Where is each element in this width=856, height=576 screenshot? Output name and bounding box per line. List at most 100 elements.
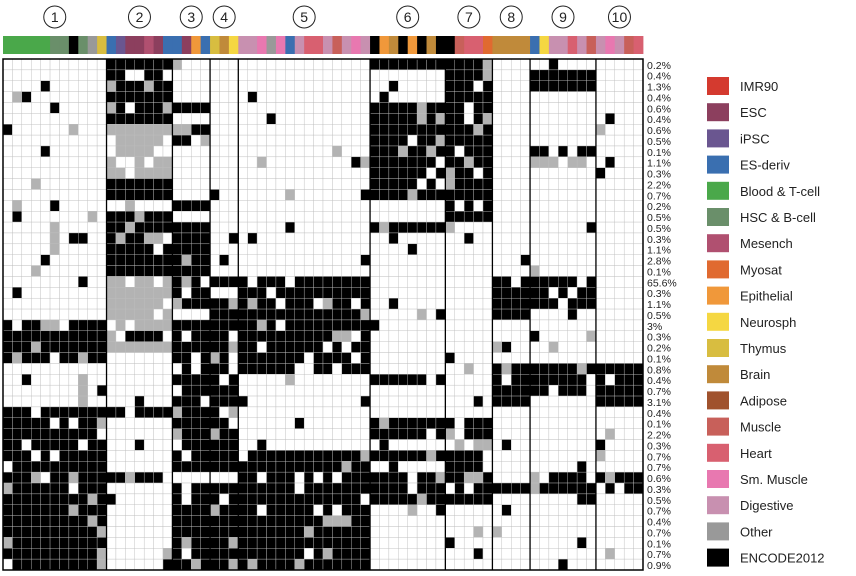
- heatmap-cell: [539, 167, 550, 179]
- heatmap-cell: [96, 134, 107, 147]
- heatmap-cell: [303, 374, 314, 386]
- heatmap-cell: [407, 221, 418, 234]
- heatmap-cell: [21, 297, 32, 310]
- heatmap-cell: [285, 461, 295, 473]
- heatmap-cell: [379, 384, 390, 397]
- heatmap-cell: [96, 341, 107, 353]
- heatmap-cell: [313, 80, 324, 92]
- heatmap-cell: [2, 124, 13, 136]
- heatmap-cell: [322, 515, 333, 527]
- heatmap-cell: [49, 450, 60, 462]
- heatmap-cell: [162, 297, 173, 310]
- heatmap-cell: [586, 200, 597, 212]
- heatmap-cell: [322, 243, 333, 255]
- heatmap-cell: [209, 515, 220, 527]
- heatmap-cell: [12, 221, 23, 234]
- heatmap-cell: [313, 363, 324, 375]
- heatmap-cell: [332, 461, 343, 473]
- heatmap-cell: [294, 526, 305, 538]
- heatmap-cell: [492, 145, 503, 158]
- heatmap-cell: [247, 548, 258, 560]
- heatmap-cell: [106, 537, 117, 549]
- tissue-bar-cell: [332, 36, 343, 54]
- heatmap-cell: [200, 319, 211, 332]
- heatmap-cell: [398, 80, 408, 92]
- heatmap-cell: [529, 113, 540, 125]
- heatmap-cell: [416, 406, 427, 418]
- heatmap-cell: [548, 113, 559, 125]
- heatmap-cell: [633, 308, 644, 321]
- heatmap-cell: [238, 232, 248, 245]
- heatmap-cell: [492, 189, 503, 201]
- heatmap-cell: [567, 265, 578, 277]
- heatmap-cell: [473, 178, 484, 190]
- heatmap-cell: [379, 58, 390, 71]
- heatmap-cell: [181, 363, 192, 375]
- heatmap-cell: [341, 319, 352, 332]
- heatmap-cell: [379, 493, 390, 505]
- heatmap-cell: [78, 406, 88, 418]
- heatmap-cell: [388, 102, 399, 114]
- heatmap-cell: [68, 102, 79, 114]
- heatmap-cell: [40, 319, 51, 332]
- heatmap-cell: [172, 265, 183, 277]
- heatmap-cell: [313, 124, 324, 136]
- heatmap-cell: [21, 102, 32, 114]
- heatmap-cell: [40, 450, 51, 462]
- heatmap-cell: [576, 134, 587, 147]
- heatmap-cell: [59, 374, 70, 386]
- heatmap-cell: [539, 558, 550, 571]
- heatmap-cell: [238, 134, 248, 147]
- heatmap-cell: [285, 471, 295, 484]
- heatmap-cell: [633, 102, 644, 114]
- heatmap-cell: [256, 276, 267, 288]
- heatmap-cell: [78, 254, 88, 266]
- heatmap-cell: [238, 124, 248, 136]
- heatmap-cell: [303, 211, 314, 223]
- heatmap-cell: [40, 167, 51, 179]
- heatmap-cell: [548, 406, 559, 418]
- heatmap-cell: [398, 287, 408, 299]
- row-percentage-label: 0.3%: [647, 440, 671, 452]
- heatmap-cell: [200, 102, 211, 114]
- heatmap-cell: [623, 265, 634, 277]
- heatmap-cell: [511, 243, 521, 255]
- heatmap-cell: [360, 287, 371, 299]
- heatmap-cell: [115, 330, 126, 342]
- heatmap-cell: [31, 471, 41, 484]
- heatmap-cell: [558, 504, 568, 516]
- heatmap-cell: [2, 363, 13, 375]
- heatmap-cell: [567, 297, 578, 310]
- heatmap-cell: [106, 548, 117, 560]
- heatmap-cell: [200, 450, 211, 462]
- tissue-bar-cell: [134, 36, 145, 54]
- heatmap-cell: [49, 134, 60, 147]
- heatmap-cell: [134, 221, 145, 234]
- heatmap-cell: [68, 124, 79, 136]
- heatmap-cell: [511, 80, 521, 92]
- heatmap-cell: [303, 189, 314, 201]
- heatmap-cell: [567, 91, 578, 103]
- heatmap-cell: [445, 308, 455, 321]
- heatmap-cell: [219, 548, 230, 560]
- heatmap-cell: [294, 178, 305, 190]
- legend-label: Other: [740, 524, 773, 539]
- heatmap-cell: [200, 548, 211, 560]
- heatmap-cell: [219, 493, 230, 505]
- heatmap-cell: [285, 221, 295, 234]
- heatmap-cell: [31, 428, 41, 440]
- heatmap-cell: [388, 80, 399, 92]
- heatmap-cell: [586, 450, 597, 462]
- heatmap-cell: [143, 526, 154, 538]
- heatmap-cell: [68, 352, 79, 364]
- heatmap-cell: [351, 341, 361, 353]
- heatmap-cell: [558, 515, 568, 527]
- heatmap-cell: [388, 308, 399, 321]
- heatmap-cell: [398, 395, 408, 408]
- heatmap-cell: [134, 504, 145, 516]
- heatmap-cell: [106, 156, 117, 168]
- heatmap-cell: [172, 200, 183, 212]
- heatmap-cell: [623, 319, 634, 332]
- heatmap-cell: [228, 124, 239, 136]
- heatmap-cell: [341, 134, 352, 147]
